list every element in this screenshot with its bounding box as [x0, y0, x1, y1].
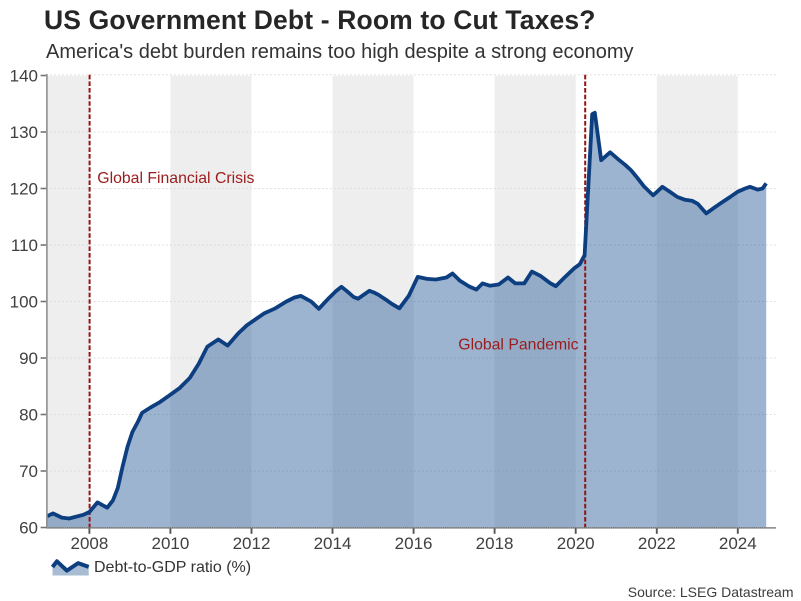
- svg-text:60: 60: [19, 519, 38, 538]
- svg-text:140: 140: [10, 67, 38, 86]
- svg-text:2014: 2014: [314, 534, 352, 553]
- svg-text:2008: 2008: [70, 534, 108, 553]
- svg-text:80: 80: [19, 406, 38, 425]
- svg-text:2016: 2016: [395, 534, 433, 553]
- svg-text:130: 130: [10, 123, 38, 142]
- svg-text:110: 110: [11, 236, 38, 255]
- svg-text:120: 120: [10, 180, 38, 199]
- svg-text:2020: 2020: [557, 534, 595, 553]
- svg-text:90: 90: [19, 349, 38, 368]
- svg-text:Global Financial Crisis: Global Financial Crisis: [97, 170, 254, 187]
- svg-text:70: 70: [19, 462, 38, 481]
- svg-text:2012: 2012: [233, 534, 271, 553]
- svg-text:100: 100: [10, 293, 38, 312]
- svg-text:2024: 2024: [719, 534, 757, 553]
- svg-text:Global Pandemic: Global Pandemic: [458, 336, 578, 353]
- svg-text:2018: 2018: [476, 534, 514, 553]
- svg-text:2022: 2022: [638, 534, 676, 553]
- svg-text:2010: 2010: [151, 534, 189, 553]
